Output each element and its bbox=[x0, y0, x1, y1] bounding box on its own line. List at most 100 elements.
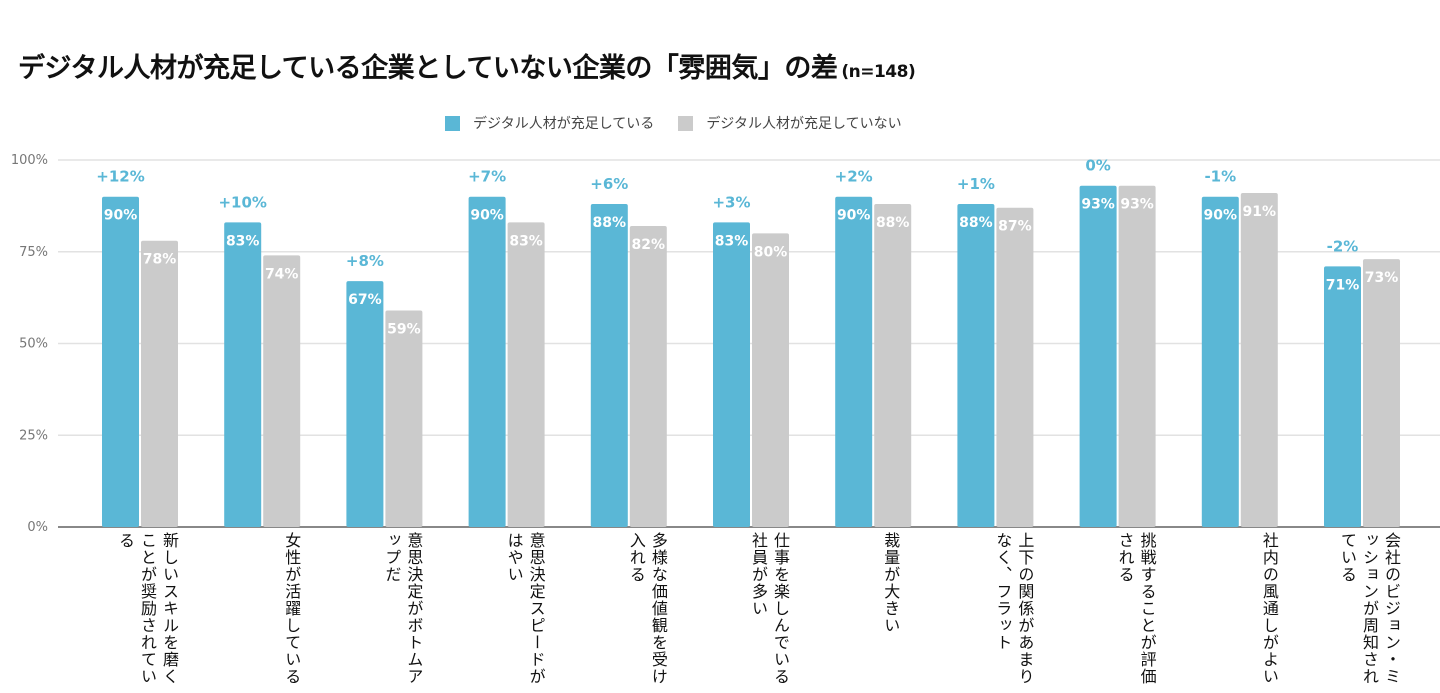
legend-label-sufficient: デジタル人材が充足している bbox=[473, 116, 655, 132]
category-label-line: フラット bbox=[993, 583, 1013, 651]
legend-label-insufficient: デジタル人材が充足していない bbox=[706, 116, 902, 132]
bar-insufficient bbox=[1363, 259, 1400, 527]
y-tick-label: 50% bbox=[19, 337, 48, 352]
y-tick-label: 25% bbox=[19, 428, 48, 443]
bar-value-label: 59% bbox=[387, 321, 421, 337]
bar-sufficient bbox=[590, 204, 628, 528]
bar-sufficient bbox=[957, 204, 995, 528]
bar-insufficient bbox=[1240, 193, 1278, 527]
bar-value-label: 90% bbox=[470, 208, 504, 224]
category-label: 新しいスキルを磨くことが奨励されている bbox=[114, 532, 180, 693]
category-label-line: 奨励されている bbox=[116, 532, 157, 685]
category-label-line: 挑戦することが bbox=[1137, 532, 1157, 651]
y-tick-label: 100% bbox=[11, 153, 48, 168]
category-label: 意思決定スピードがはやい bbox=[503, 532, 547, 693]
category-label-line: 会社のビジョン・ bbox=[1382, 532, 1401, 668]
bar-insufficient bbox=[1118, 185, 1156, 527]
bar-insufficient bbox=[996, 207, 1034, 527]
category-label-line: 意思決定が bbox=[404, 532, 424, 617]
category-label: 社内の風通しがよい bbox=[1258, 532, 1280, 685]
bar-value-label: 83% bbox=[509, 233, 543, 249]
category-label-line: いる社員が多い bbox=[749, 532, 790, 685]
category-label-line: 仕事を楽しんで bbox=[771, 532, 790, 651]
bar-value-label: 88% bbox=[959, 215, 993, 231]
bar-value-label: 80% bbox=[754, 244, 788, 260]
bar-sufficient bbox=[713, 222, 750, 527]
legend-item-insufficient: デジタル人材が充足していない bbox=[678, 113, 902, 133]
chart-title-text: デジタル人材が充足している企業としていない企業の「雰囲気」の差 bbox=[18, 53, 838, 84]
bar-value-label: 87% bbox=[998, 219, 1032, 235]
difference-label: +7% bbox=[468, 168, 506, 186]
category-label-line: ミッションが bbox=[1360, 532, 1401, 685]
bar-value-label: 82% bbox=[632, 237, 666, 253]
category-label-line: 周知されている bbox=[1338, 532, 1379, 685]
category-label-line: 女性が bbox=[282, 532, 302, 583]
difference-label: -1% bbox=[1204, 168, 1236, 186]
category-label: 上下の関係があまりなく、フラット bbox=[991, 532, 1035, 693]
bar-value-label: 88% bbox=[876, 215, 910, 231]
bar-sufficient bbox=[1324, 266, 1361, 527]
bar-insufficient bbox=[263, 255, 301, 528]
category-label-line: 評価される bbox=[1115, 532, 1157, 685]
bar-insufficient bbox=[874, 204, 912, 528]
category-label: 多様な価値観を受け入れる bbox=[625, 532, 669, 693]
category-label-line: 活躍している bbox=[282, 583, 302, 685]
bar-value-label: 83% bbox=[226, 233, 260, 249]
difference-label: 0% bbox=[1085, 157, 1110, 175]
y-tick-label: 75% bbox=[19, 245, 48, 260]
bar-value-label: 90% bbox=[837, 208, 871, 224]
category-label-line: 新しいスキルを bbox=[160, 532, 179, 651]
legend-item-sufficient: デジタル人材が充足している bbox=[445, 113, 654, 133]
category-label-line: 受け入れる bbox=[626, 532, 668, 685]
bar-value-label: 88% bbox=[593, 215, 627, 231]
bar-sufficient bbox=[346, 281, 384, 527]
y-tick-label: 0% bbox=[27, 520, 48, 535]
bar-sufficient bbox=[1079, 185, 1117, 527]
difference-label: -2% bbox=[1327, 237, 1359, 255]
bar-value-label: 93% bbox=[1081, 197, 1115, 213]
difference-label: +1% bbox=[957, 175, 995, 193]
bar-value-label: 71% bbox=[1326, 277, 1360, 293]
category-label: 意思決定がボトムアップだ bbox=[380, 532, 424, 693]
category-label: 仕事を楽しんでいる社員が多い bbox=[747, 532, 791, 693]
category-label-line: 裁量が大きい bbox=[881, 532, 901, 634]
category-label-line: よい bbox=[1259, 651, 1279, 685]
category-label-line: あまりなく、 bbox=[993, 532, 1035, 685]
bar-insufficient bbox=[385, 310, 423, 527]
bar-value-label: 74% bbox=[265, 266, 299, 282]
category-label: 会社のビジョン・ミッションが周知されている bbox=[1336, 532, 1402, 693]
difference-label: +10% bbox=[218, 193, 266, 211]
bar-value-label: 90% bbox=[104, 208, 138, 224]
difference-label: +6% bbox=[590, 175, 628, 193]
bar-sufficient bbox=[102, 196, 139, 527]
bar-value-label: 91% bbox=[1243, 204, 1277, 220]
bar-insufficient bbox=[507, 222, 545, 527]
category-label-line: 磨くことが bbox=[138, 532, 179, 685]
difference-label: +12% bbox=[96, 168, 144, 186]
bar-value-label: 67% bbox=[348, 292, 382, 308]
difference-label: +2% bbox=[835, 168, 873, 186]
difference-label: +3% bbox=[712, 193, 750, 211]
category-label-line: ボトムアップだ bbox=[382, 532, 424, 685]
bar-value-label: 83% bbox=[715, 233, 749, 249]
bar-insufficient bbox=[629, 226, 667, 527]
category-label-line: 社内の風通しが bbox=[1259, 532, 1279, 651]
category-label-line: 上下の関係が bbox=[1015, 532, 1035, 634]
bar-value-label: 73% bbox=[1365, 270, 1399, 286]
bar-sufficient bbox=[1201, 196, 1239, 527]
category-label-line: がはやい bbox=[504, 532, 546, 685]
category-label: 裁量が大きい bbox=[879, 532, 901, 634]
bar-value-label: 90% bbox=[1204, 208, 1238, 224]
sample-size-note: (n=148) bbox=[841, 62, 916, 82]
bar-sufficient bbox=[468, 196, 506, 527]
category-label: 挑戦することが評価される bbox=[1114, 532, 1158, 693]
bar-value-label: 93% bbox=[1120, 197, 1154, 213]
bar-insufficient bbox=[752, 233, 789, 527]
chart-title: デジタル人材が充足している企業としていない企業の「雰囲気」の差 (n=148) bbox=[18, 46, 916, 85]
legend-swatch-insufficient bbox=[678, 115, 694, 131]
legend-swatch-sufficient bbox=[445, 115, 460, 131]
category-label-line: 多様な価値観を bbox=[648, 532, 668, 651]
legend: デジタル人材が充足している デジタル人材が充足していない bbox=[445, 113, 926, 133]
bar-sufficient bbox=[224, 222, 262, 527]
